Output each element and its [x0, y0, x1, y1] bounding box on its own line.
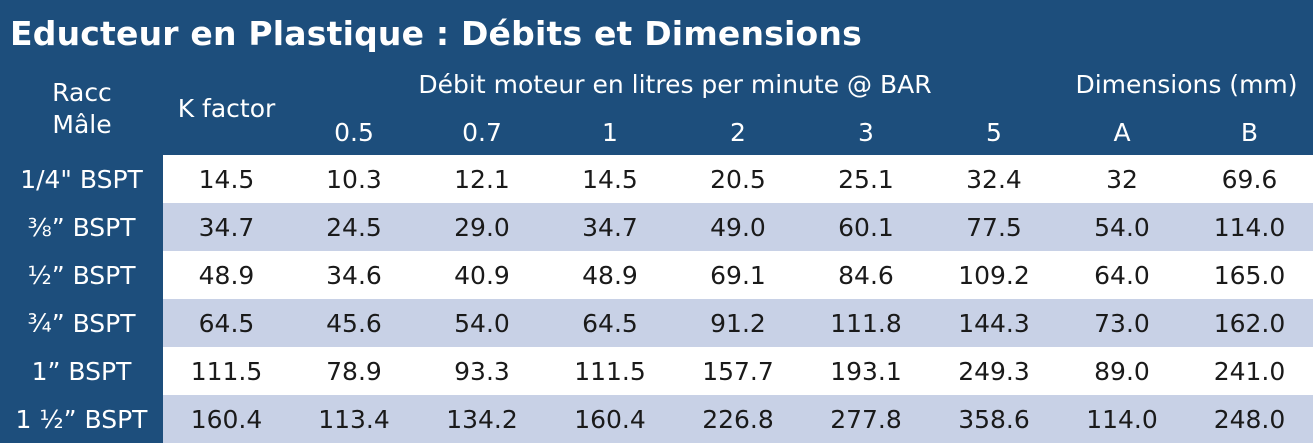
page-title: Educteur en Plastique : Débits et Dimens… — [10, 14, 862, 53]
row-size-label: ½” BSPT — [0, 251, 163, 299]
cell-debit-0-5: 78.9 — [290, 347, 418, 395]
cell-debit-1: 111.5 — [546, 347, 674, 395]
header-pressure-0-5: 0.5 — [334, 118, 374, 147]
cell-dim-a: 64.0 — [1058, 251, 1186, 299]
header-pressure-0-7: 0.7 — [462, 118, 502, 147]
row-size-label: ⅜” BSPT — [0, 203, 163, 251]
cell-debit-0-7: 29.0 — [418, 203, 546, 251]
header-racc-line1: Racc — [52, 78, 112, 107]
header-pressure-2: 2 — [730, 118, 746, 147]
cell-debit-1: 64.5 — [546, 299, 674, 347]
cell-dim-a: 54.0 — [1058, 203, 1186, 251]
cell-debit-3: 84.6 — [802, 251, 930, 299]
header-racc-line2: Mâle — [52, 110, 112, 139]
cell-debit-5: 32.4 — [930, 155, 1058, 203]
row-size-label: 1 ½” BSPT — [0, 395, 163, 443]
cell-dim-b: 241.0 — [1186, 347, 1313, 395]
cell-dim-b: 69.6 — [1186, 155, 1313, 203]
header-k-factor: K factor — [177, 94, 276, 123]
header-pressure-5: 5 — [986, 118, 1002, 147]
cell-debit-0-7: 12.1 — [418, 155, 546, 203]
cell-k-factor: 14.5 — [163, 155, 290, 203]
cell-debit-1: 160.4 — [546, 395, 674, 443]
header-pressure-3: 3 — [858, 118, 874, 147]
cell-debit-0-5: 24.5 — [290, 203, 418, 251]
cell-debit-2: 49.0 — [674, 203, 802, 251]
cell-dim-a: 73.0 — [1058, 299, 1186, 347]
cell-debit-1: 14.5 — [546, 155, 674, 203]
cell-debit-1: 48.9 — [546, 251, 674, 299]
header-dim-a: A — [1113, 118, 1131, 147]
table-row: 1 ½” BSPT 160.4 113.4 134.2 160.4 226.8 … — [0, 395, 1313, 443]
table-row: 1” BSPT 111.5 78.9 93.3 111.5 157.7 193.… — [0, 347, 1313, 395]
cell-debit-2: 69.1 — [674, 251, 802, 299]
table-row: ⅜” BSPT 34.7 24.5 29.0 34.7 49.0 60.1 77… — [0, 203, 1313, 251]
cell-debit-2: 20.5 — [674, 155, 802, 203]
cell-k-factor: 64.5 — [163, 299, 290, 347]
cell-debit-0-5: 10.3 — [290, 155, 418, 203]
cell-dim-b: 248.0 — [1186, 395, 1313, 443]
cell-debit-3: 111.8 — [802, 299, 930, 347]
cell-k-factor: 160.4 — [163, 395, 290, 443]
cell-dim-b: 165.0 — [1186, 251, 1313, 299]
table-row: ¾” BSPT 64.5 45.6 54.0 64.5 91.2 111.8 1… — [0, 299, 1313, 347]
cell-dim-a: 89.0 — [1058, 347, 1186, 395]
cell-debit-5: 144.3 — [930, 299, 1058, 347]
cell-debit-3: 277.8 — [802, 395, 930, 443]
cell-debit-0-7: 54.0 — [418, 299, 546, 347]
cell-debit-1: 34.7 — [546, 203, 674, 251]
cell-debit-0-5: 45.6 — [290, 299, 418, 347]
cell-dim-a: 32 — [1058, 155, 1186, 203]
cell-debit-2: 226.8 — [674, 395, 802, 443]
cell-debit-0-7: 40.9 — [418, 251, 546, 299]
cell-debit-5: 109.2 — [930, 251, 1058, 299]
cell-dim-b: 162.0 — [1186, 299, 1313, 347]
header-dim-b: B — [1240, 118, 1259, 147]
cell-debit-5: 77.5 — [930, 203, 1058, 251]
header-debit-group: Débit moteur en litres per minute @ BAR — [418, 70, 932, 99]
cell-debit-5: 249.3 — [930, 347, 1058, 395]
cell-k-factor: 48.9 — [163, 251, 290, 299]
cell-dim-a: 114.0 — [1058, 395, 1186, 443]
cell-debit-3: 60.1 — [802, 203, 930, 251]
cell-debit-0-5: 34.6 — [290, 251, 418, 299]
row-size-label: ¾” BSPT — [0, 299, 163, 347]
table-row: 1/4" BSPT 14.5 10.3 12.1 14.5 20.5 25.1 … — [0, 155, 1313, 203]
cell-debit-0-5: 113.4 — [290, 395, 418, 443]
cell-debit-0-7: 134.2 — [418, 395, 546, 443]
cell-debit-5: 358.6 — [930, 395, 1058, 443]
cell-dim-b: 114.0 — [1186, 203, 1313, 251]
cell-debit-2: 157.7 — [674, 347, 802, 395]
cell-debit-3: 25.1 — [802, 155, 930, 203]
cell-k-factor: 34.7 — [163, 203, 290, 251]
cell-debit-3: 193.1 — [802, 347, 930, 395]
header-dimensions-group: Dimensions (mm) — [1075, 70, 1298, 99]
table-row: ½” BSPT 48.9 34.6 40.9 48.9 69.1 84.6 10… — [0, 251, 1313, 299]
cell-debit-2: 91.2 — [674, 299, 802, 347]
row-size-label: 1” BSPT — [0, 347, 163, 395]
row-size-label: 1/4" BSPT — [0, 155, 163, 203]
cell-k-factor: 111.5 — [163, 347, 290, 395]
cell-debit-0-7: 93.3 — [418, 347, 546, 395]
header-pressure-1: 1 — [602, 118, 618, 147]
data-table: 1/4" BSPT 14.5 10.3 12.1 14.5 20.5 25.1 … — [0, 155, 1313, 443]
